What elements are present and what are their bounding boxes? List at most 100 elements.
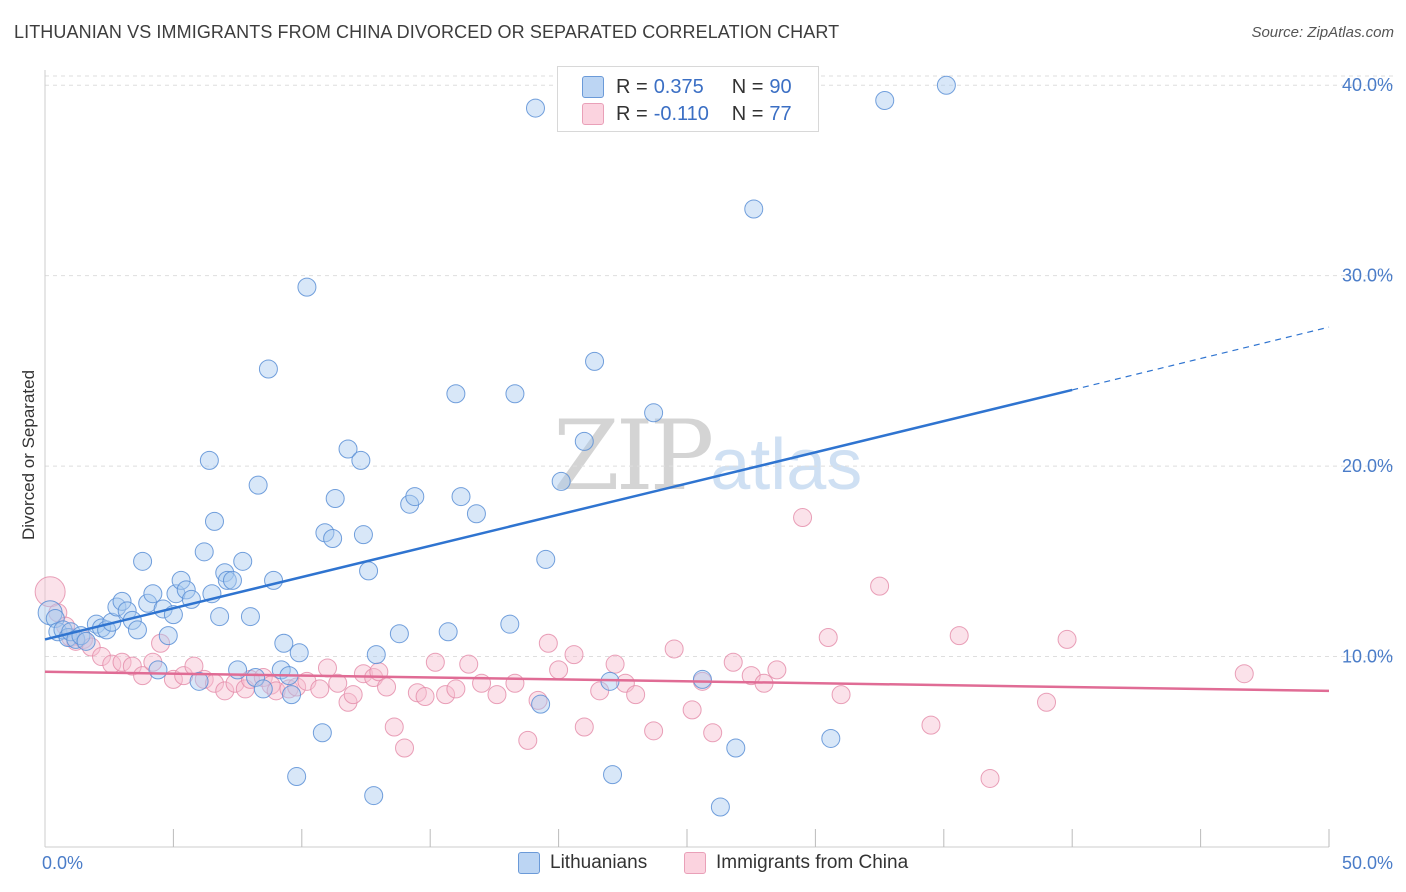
legend-n-label: N =: [731, 75, 764, 98]
lithuanian-point: [585, 351, 605, 371]
china-point: [395, 738, 415, 758]
lithuanian-point: [531, 694, 551, 714]
lithuanian-point: [574, 431, 594, 451]
china-point: [949, 626, 969, 646]
lithuanian-point: [176, 580, 196, 600]
china-point: [377, 677, 397, 697]
bottom-legend-lithuanians: Lithuanians: [518, 852, 647, 874]
china-point: [1037, 692, 1057, 712]
legend-n-label: N =: [731, 102, 764, 125]
china-point: [472, 673, 492, 693]
lithuanian-point: [246, 668, 266, 688]
lithuanian-point: [315, 523, 335, 543]
china-point: [870, 576, 890, 596]
china-point: [91, 647, 111, 667]
y-axis-title: Divorced or Separated: [19, 370, 38, 540]
china-point: [436, 685, 456, 705]
china-point: [310, 679, 330, 699]
lithuanian-point: [171, 570, 191, 590]
china-point: [605, 654, 625, 674]
lithuanian-point: [253, 679, 273, 699]
legend-n-value: 77: [769, 102, 792, 125]
lithuanian-point: [127, 620, 147, 640]
lithuanian-point: [353, 525, 373, 545]
china-point: [459, 654, 479, 674]
y-tick-label: 10.0%: [1342, 647, 1393, 667]
china-point: [564, 645, 584, 665]
lithuanian-point: [76, 631, 96, 651]
lithuanian-point: [189, 671, 209, 691]
lithuanian-point: [505, 384, 525, 404]
legend-row-lithuanians: R = 0.375 N = 90: [582, 74, 792, 100]
china-point: [980, 768, 1000, 788]
china-point: [793, 508, 813, 528]
trend-lines: [44, 326, 1330, 693]
lithuanian-point: [133, 551, 153, 571]
lithuanian-point: [466, 504, 486, 524]
source-label: Source: ZipAtlas.com: [1251, 24, 1394, 41]
lithuanian-point: [222, 570, 242, 590]
chart-title: LITHUANIAN VS IMMIGRANTS FROM CHINA DIVO…: [14, 22, 840, 42]
legend-swatch-blue: [582, 76, 604, 98]
china-point: [831, 685, 851, 705]
lithuanian-point: [551, 471, 571, 491]
lithuanian-point: [217, 570, 237, 590]
bottom-legend-swatch-blue: [518, 852, 540, 874]
lithuanian-point: [525, 98, 545, 118]
china-point: [415, 687, 435, 707]
lithuanian-point: [233, 551, 253, 571]
lithuanian-point: [726, 738, 746, 758]
lithuanian-point: [282, 685, 302, 705]
lithuanian-point: [710, 797, 730, 817]
lithuanian-point: [325, 488, 345, 508]
lithuanian-point: [112, 591, 132, 611]
bottom-legend-swatch-pink: [684, 852, 706, 874]
lithuanian-point: [351, 450, 371, 470]
lithuanian-point: [744, 199, 764, 219]
lithuanian-point: [258, 359, 278, 379]
china-point: [122, 656, 142, 676]
china-point: [767, 660, 787, 680]
lithuanian-point: [204, 511, 224, 531]
lithuanian-point: [500, 614, 520, 634]
lithuanian-point: [603, 765, 623, 785]
china-point: [538, 633, 558, 653]
lithuanian-point: [366, 645, 386, 665]
china-point: [921, 715, 941, 735]
china-point: [549, 660, 569, 680]
china-point: [215, 681, 235, 701]
lithuanian-point: [875, 90, 895, 110]
bottom-legend-china: Immigrants from China: [684, 852, 908, 874]
china-point: [384, 717, 404, 737]
lithuanian-point: [338, 439, 358, 459]
china-trend-line: [44, 670, 1330, 693]
legend-r-label: R =: [616, 102, 648, 125]
china-point: [328, 673, 348, 693]
tick-labels: 10.0% 20.0% 30.0% 40.0% 0.0% 50.0%: [42, 75, 1393, 873]
lithuanian-trend-line: [44, 388, 1073, 641]
lithuanian-point: [297, 277, 317, 297]
lithuanian-trend-extension: [1072, 326, 1330, 391]
x-tick-label-min: 0.0%: [42, 853, 83, 873]
china-point: [34, 576, 66, 608]
china-point: [446, 679, 466, 699]
china-point: [425, 652, 445, 672]
lithuanian-point: [323, 528, 343, 548]
legend-row-china: R = -0.110 N = 77: [582, 101, 792, 127]
lithuanian-point: [248, 475, 268, 495]
china-point: [590, 681, 610, 701]
correlation-legend: R = 0.375 N = 90 R = -0.110 N = 77: [557, 66, 819, 132]
lithuanian-point: [107, 597, 127, 617]
lithuanian-point: [199, 450, 219, 470]
y-tick-label: 30.0%: [1342, 266, 1393, 286]
lithuanian-point: [364, 786, 384, 806]
china-point: [317, 658, 337, 678]
lithuanian-point: [438, 622, 458, 642]
lithuanian-point: [287, 767, 307, 787]
china-point: [644, 721, 664, 741]
china-points: [34, 508, 1254, 788]
lithuanian-point: [359, 561, 379, 581]
china-point: [703, 723, 723, 743]
legend-r-value: -0.110: [653, 102, 709, 125]
lithuanian-point: [194, 542, 214, 562]
